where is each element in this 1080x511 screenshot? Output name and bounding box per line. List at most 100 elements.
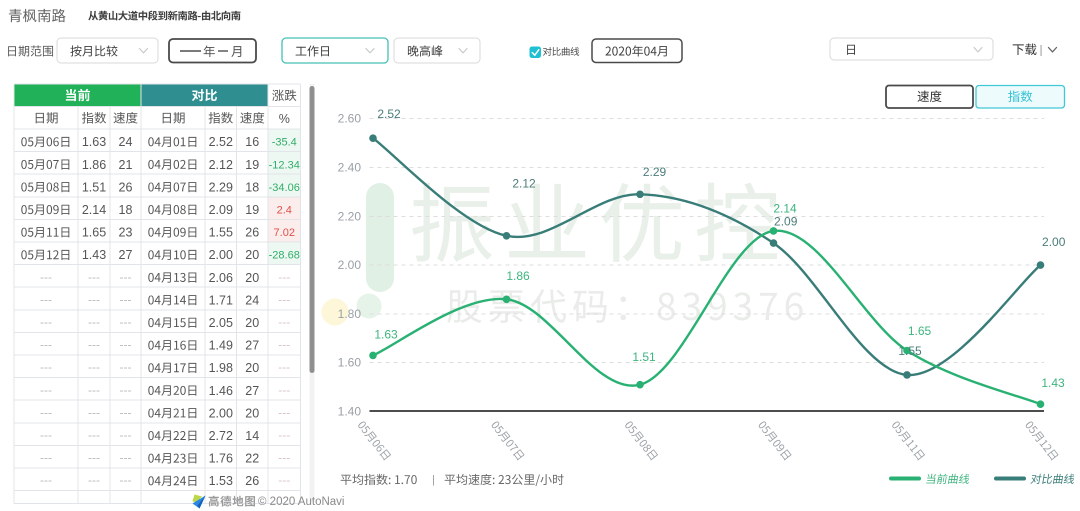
- svg-text:1.71: 1.71: [209, 293, 233, 307]
- svg-text:19: 19: [245, 203, 259, 217]
- svg-text:2.14: 2.14: [773, 201, 797, 215]
- svg-text:7.02: 7.02: [274, 227, 295, 239]
- svg-text:---: ---: [120, 338, 132, 352]
- svg-text:2.29: 2.29: [643, 165, 667, 179]
- svg-text:14: 14: [245, 429, 259, 443]
- svg-text:---: ---: [88, 383, 100, 397]
- svg-text:1.65: 1.65: [908, 324, 932, 338]
- svg-text:---: ---: [278, 428, 290, 442]
- svg-text:---: ---: [40, 315, 52, 329]
- svg-text:1.98: 1.98: [209, 361, 233, 375]
- svg-text:20: 20: [245, 361, 259, 375]
- svg-text:---: ---: [120, 360, 132, 374]
- svg-text:---: ---: [40, 451, 52, 465]
- svg-text:2.20: 2.20: [338, 209, 362, 223]
- svg-text:---: ---: [278, 451, 290, 465]
- svg-text:1.46: 1.46: [209, 384, 233, 398]
- svg-text:2.4: 2.4: [277, 205, 292, 217]
- svg-text:1.51: 1.51: [632, 350, 656, 364]
- svg-text:20: 20: [245, 248, 259, 262]
- svg-text:---: ---: [88, 315, 100, 329]
- svg-text:21: 21: [119, 158, 133, 172]
- svg-text:2.72: 2.72: [209, 429, 233, 443]
- svg-text:1.40: 1.40: [338, 405, 362, 419]
- svg-text:---: ---: [88, 451, 100, 465]
- svg-text:1.63: 1.63: [374, 328, 398, 342]
- svg-text:2.14: 2.14: [82, 203, 106, 217]
- svg-text:---: ---: [88, 405, 100, 419]
- svg-text:-12.34: -12.34: [269, 159, 300, 171]
- svg-text:---: ---: [278, 270, 290, 284]
- svg-text:2.60: 2.60: [338, 112, 362, 126]
- svg-text:16: 16: [245, 135, 259, 149]
- svg-text:19: 19: [245, 158, 259, 172]
- svg-text:---: ---: [40, 360, 52, 374]
- svg-text:---: ---: [278, 338, 290, 352]
- svg-text:20: 20: [245, 406, 259, 420]
- svg-text:1.76: 1.76: [209, 452, 233, 466]
- svg-text:---: ---: [40, 428, 52, 442]
- svg-text:---: ---: [40, 292, 52, 306]
- svg-text:-34.06: -34.06: [269, 182, 300, 194]
- svg-text:---: ---: [88, 270, 100, 284]
- svg-text:1.63: 1.63: [82, 135, 106, 149]
- svg-text:---: ---: [120, 315, 132, 329]
- svg-text:24: 24: [245, 293, 259, 307]
- svg-text:2.00: 2.00: [1042, 235, 1066, 249]
- svg-text:---: ---: [40, 270, 52, 284]
- svg-text:1.55: 1.55: [898, 344, 922, 358]
- svg-text:2.00: 2.00: [209, 248, 233, 262]
- svg-text:2.12: 2.12: [512, 177, 536, 191]
- svg-text:---: ---: [120, 451, 132, 465]
- svg-text:2.12: 2.12: [209, 158, 233, 172]
- svg-text:2.40: 2.40: [338, 161, 362, 175]
- svg-text:2.00: 2.00: [209, 406, 233, 420]
- svg-text:---: ---: [40, 473, 52, 487]
- svg-text:26: 26: [245, 474, 259, 488]
- svg-text:27: 27: [119, 248, 133, 262]
- svg-text:2.29: 2.29: [209, 180, 233, 194]
- svg-text:27: 27: [245, 339, 259, 353]
- svg-text:---: ---: [278, 292, 290, 306]
- svg-text:20: 20: [245, 271, 259, 285]
- svg-text:---: ---: [40, 383, 52, 397]
- svg-text:26: 26: [245, 226, 259, 240]
- svg-text:22: 22: [245, 452, 259, 466]
- svg-text:2.09: 2.09: [209, 203, 233, 217]
- svg-text:|: |: [1039, 43, 1042, 57]
- svg-text:20: 20: [245, 316, 259, 330]
- svg-text:1.51: 1.51: [82, 180, 106, 194]
- svg-text:---: ---: [40, 338, 52, 352]
- svg-text:1.43: 1.43: [1041, 376, 1065, 390]
- svg-text:23: 23: [119, 226, 133, 240]
- svg-text:---: ---: [40, 405, 52, 419]
- svg-text:1.55: 1.55: [209, 226, 233, 240]
- svg-text:1.86: 1.86: [506, 269, 530, 283]
- svg-text:---: ---: [88, 360, 100, 374]
- svg-text:1.80: 1.80: [338, 307, 362, 321]
- svg-text:2.05: 2.05: [209, 316, 233, 330]
- svg-text:1.43: 1.43: [82, 248, 106, 262]
- svg-text:---: ---: [278, 315, 290, 329]
- svg-text:---: ---: [120, 270, 132, 284]
- svg-text:2.52: 2.52: [209, 135, 233, 149]
- svg-text:24: 24: [119, 135, 133, 149]
- svg-text:---: ---: [278, 383, 290, 397]
- svg-text:-35.4: -35.4: [272, 137, 297, 149]
- svg-text:---: ---: [120, 383, 132, 397]
- svg-text:26: 26: [119, 180, 133, 194]
- svg-text:---: ---: [120, 428, 132, 442]
- svg-text:1.65: 1.65: [82, 226, 106, 240]
- svg-text:2.06: 2.06: [209, 271, 233, 285]
- svg-text:1.49: 1.49: [209, 339, 233, 353]
- svg-text:|: |: [432, 474, 435, 486]
- svg-text:---: ---: [278, 473, 290, 487]
- svg-text:18: 18: [119, 203, 133, 217]
- svg-text:---: ---: [120, 473, 132, 487]
- svg-text:---: ---: [120, 405, 132, 419]
- svg-text:---: ---: [278, 405, 290, 419]
- svg-text:-28.68: -28.68: [269, 250, 300, 262]
- svg-text:2.52: 2.52: [377, 107, 401, 121]
- svg-text:2.00: 2.00: [338, 258, 362, 272]
- svg-text:---: ---: [88, 473, 100, 487]
